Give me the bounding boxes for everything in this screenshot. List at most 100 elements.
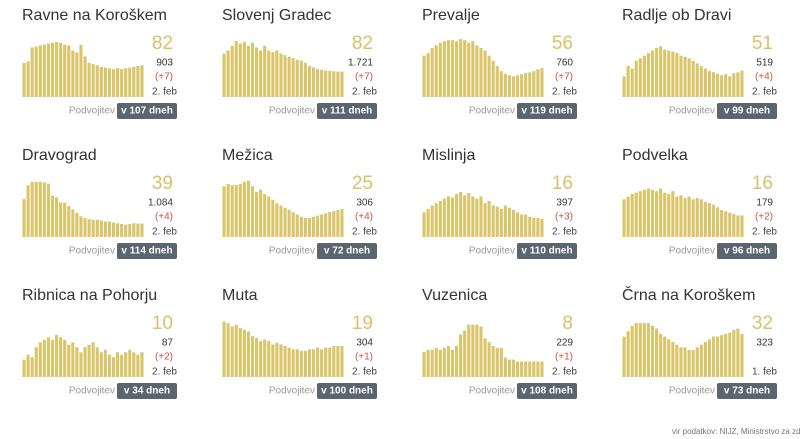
bar (540, 361, 544, 377)
current-value: 16 (752, 173, 773, 194)
bar (275, 50, 279, 97)
bar (324, 70, 328, 97)
doubling-label: Podvojitev (69, 246, 115, 257)
bar (34, 181, 38, 237)
total: 323 (756, 338, 773, 349)
bar (42, 182, 46, 237)
bar (255, 337, 259, 377)
total: 179 (756, 198, 773, 209)
bar (336, 209, 340, 237)
bar (303, 62, 307, 97)
bar (655, 191, 659, 237)
bar (487, 55, 491, 97)
doubling-badge (317, 103, 377, 119)
bar (711, 204, 716, 237)
bar (22, 62, 26, 97)
doubling-value: v 119 dneh (521, 106, 572, 117)
bar (630, 68, 634, 97)
bar (287, 209, 291, 237)
bar (132, 352, 136, 377)
bar (430, 47, 434, 97)
bar (59, 202, 63, 237)
current-value: 25 (352, 173, 373, 194)
bar (222, 321, 226, 377)
bar (463, 330, 467, 377)
bar (671, 191, 675, 237)
doubling-label: Podvojitev (269, 106, 315, 117)
bar (524, 361, 528, 377)
bar (675, 344, 679, 377)
bar (483, 338, 487, 377)
panel-title: Vuzenica (422, 287, 487, 304)
bar (683, 197, 687, 237)
doubling-value: v 100 dneh (321, 386, 373, 397)
bar (38, 342, 42, 377)
bar (499, 208, 503, 237)
bar (646, 188, 650, 237)
bar (303, 350, 307, 377)
bar (34, 46, 38, 97)
bar (75, 212, 79, 237)
bar (626, 331, 630, 377)
doubling-badge (717, 103, 777, 119)
bar (263, 45, 267, 97)
bar (459, 191, 463, 237)
change: (+7) (355, 72, 373, 83)
bar (63, 202, 67, 237)
bar (622, 76, 626, 97)
bar (634, 60, 638, 97)
bar (691, 60, 695, 97)
bar (316, 215, 320, 237)
bar (667, 339, 671, 377)
date: 2. feb (352, 367, 377, 378)
bar (136, 223, 140, 237)
bar (695, 347, 699, 377)
bar (655, 328, 659, 377)
bar (46, 337, 50, 377)
panel-title: Ribnica na Pohorju (22, 287, 157, 304)
bar (132, 223, 136, 237)
bar (679, 195, 683, 237)
bar (38, 45, 42, 97)
bar (299, 350, 303, 377)
bar (120, 223, 124, 237)
bar (111, 357, 116, 377)
bar (311, 349, 316, 377)
bar (422, 212, 426, 237)
bar (687, 196, 691, 237)
doubling-value: v 108 dneh (521, 386, 573, 397)
bar (328, 347, 332, 377)
bar (720, 75, 724, 97)
bar (307, 349, 311, 377)
current-value: 19 (352, 313, 373, 334)
bar (116, 352, 120, 377)
bar (622, 199, 626, 237)
bar (450, 349, 455, 377)
bar (716, 336, 720, 377)
bar (30, 181, 34, 237)
bar (295, 349, 299, 377)
bar (71, 342, 75, 377)
bar (724, 333, 728, 377)
bar (699, 344, 703, 377)
bar (140, 223, 144, 237)
bar (140, 65, 144, 97)
bar (291, 349, 295, 377)
bar (307, 66, 311, 97)
bar (279, 53, 283, 97)
bar (430, 205, 434, 237)
bar (95, 65, 99, 97)
bar (475, 45, 479, 97)
bar (63, 339, 67, 377)
doubling-label: Podvojitev (269, 246, 315, 257)
change: (+1) (355, 352, 373, 363)
panel-title: Mislinja (422, 147, 475, 164)
bar (724, 74, 728, 97)
bar (91, 342, 95, 377)
bar (646, 53, 650, 97)
bar (34, 347, 38, 377)
doubling-badge (117, 103, 177, 119)
total: 304 (356, 338, 373, 349)
doubling-value: v 96 dneh (724, 246, 770, 257)
bar (736, 328, 740, 377)
